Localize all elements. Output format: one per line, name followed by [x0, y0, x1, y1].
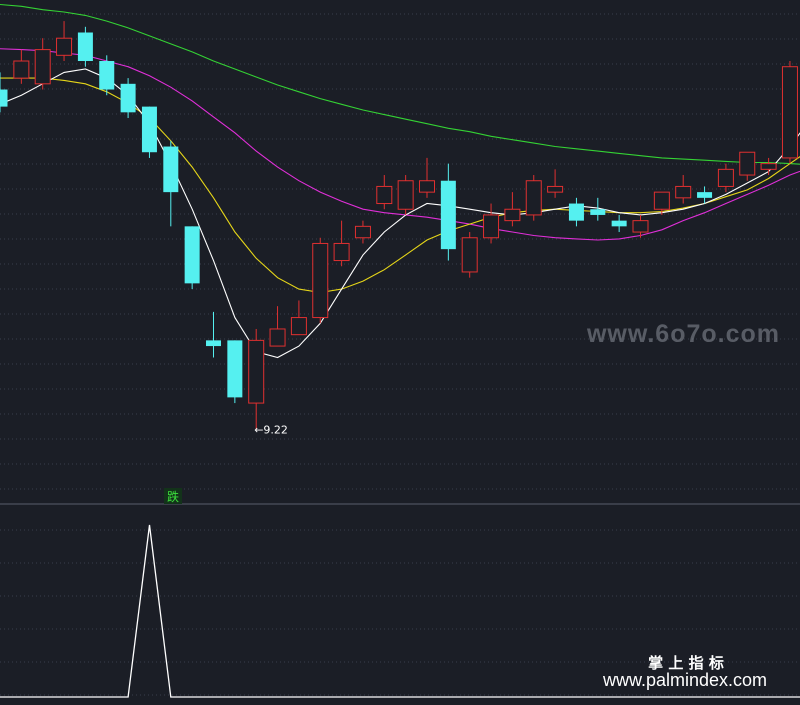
candle-body — [739, 151, 756, 176]
candle — [163, 140, 179, 227]
candle — [269, 306, 286, 347]
candle — [697, 186, 713, 204]
candle — [675, 175, 692, 204]
candle-body — [333, 242, 350, 262]
candle — [717, 163, 734, 193]
candle — [440, 163, 456, 261]
candle-body — [290, 317, 307, 336]
candle — [0, 72, 8, 113]
candle-body — [781, 66, 798, 159]
candle-body — [34, 49, 51, 85]
candle-body — [163, 146, 179, 193]
candle — [184, 226, 200, 290]
indicator-panel-grid — [0, 529, 800, 696]
candle — [760, 157, 777, 176]
candle — [333, 220, 350, 267]
candle — [141, 106, 157, 158]
candle-body — [525, 180, 542, 216]
candle-body — [632, 220, 649, 233]
candle — [590, 197, 606, 221]
signal-badge: 跌 — [164, 488, 182, 504]
candle — [13, 49, 30, 84]
candle-body — [376, 185, 393, 205]
candle — [461, 232, 478, 278]
candle — [525, 175, 542, 221]
candle — [227, 340, 243, 404]
candle — [504, 192, 521, 227]
candle — [397, 175, 414, 215]
candle-body — [13, 60, 30, 79]
candle — [206, 311, 221, 358]
candle — [99, 55, 115, 96]
candle — [34, 38, 51, 90]
candlestick-series — [0, 21, 798, 430]
candle — [483, 203, 500, 244]
signal-badge-box — [164, 488, 182, 504]
indicator-series — [0, 524, 800, 698]
candle-body — [141, 106, 157, 153]
candle-body — [77, 32, 93, 62]
candle — [290, 300, 307, 336]
candle-body — [504, 208, 521, 222]
candle-body — [312, 242, 329, 319]
low-price-label: ←9.22 — [254, 423, 288, 436]
indicator-line — [0, 524, 800, 698]
annotations: ←9.22 — [254, 423, 288, 436]
candle-body — [397, 180, 414, 210]
candle-body — [697, 192, 713, 198]
candle-body — [184, 226, 200, 284]
candle-body — [590, 209, 606, 215]
candle-body — [419, 180, 435, 193]
candle-body — [269, 328, 286, 347]
candle — [248, 328, 265, 430]
candle-body — [461, 237, 478, 273]
candle — [739, 151, 756, 181]
candle — [354, 220, 371, 244]
candle-body — [568, 203, 584, 221]
candle — [312, 237, 329, 324]
watermark-site-bottom: www.palmindex.com — [602, 670, 767, 690]
candle-body — [611, 220, 627, 227]
candle — [781, 61, 798, 164]
ma-line — [0, 48, 800, 241]
candle-body — [227, 340, 243, 398]
candle-body — [483, 214, 500, 239]
candle — [611, 214, 627, 233]
candle — [419, 157, 435, 198]
candle-body — [675, 185, 692, 199]
candle-body — [0, 89, 8, 107]
candle-body — [99, 61, 115, 90]
candle — [376, 175, 393, 210]
candle-body — [760, 163, 777, 170]
candle-body — [440, 180, 456, 250]
watermark-brand: 掌 上 指 标 — [648, 654, 724, 672]
candle — [56, 21, 73, 62]
candle-body — [56, 37, 73, 56]
candle — [77, 26, 93, 67]
candle-body — [206, 340, 221, 347]
watermark-site-top: www.6o7o.com — [586, 320, 780, 348]
candle — [632, 214, 649, 238]
candle-body — [547, 185, 564, 193]
candle-body — [717, 168, 734, 187]
candle-body — [120, 83, 136, 113]
candle-body — [354, 225, 371, 239]
ma-line — [0, 3, 800, 165]
signal-badge-text: 跌 — [167, 489, 179, 504]
candle-body — [248, 339, 265, 404]
candle — [120, 78, 136, 119]
candle-body — [653, 191, 670, 210]
candle — [653, 191, 670, 215]
candle — [547, 169, 564, 198]
candle — [568, 197, 584, 227]
